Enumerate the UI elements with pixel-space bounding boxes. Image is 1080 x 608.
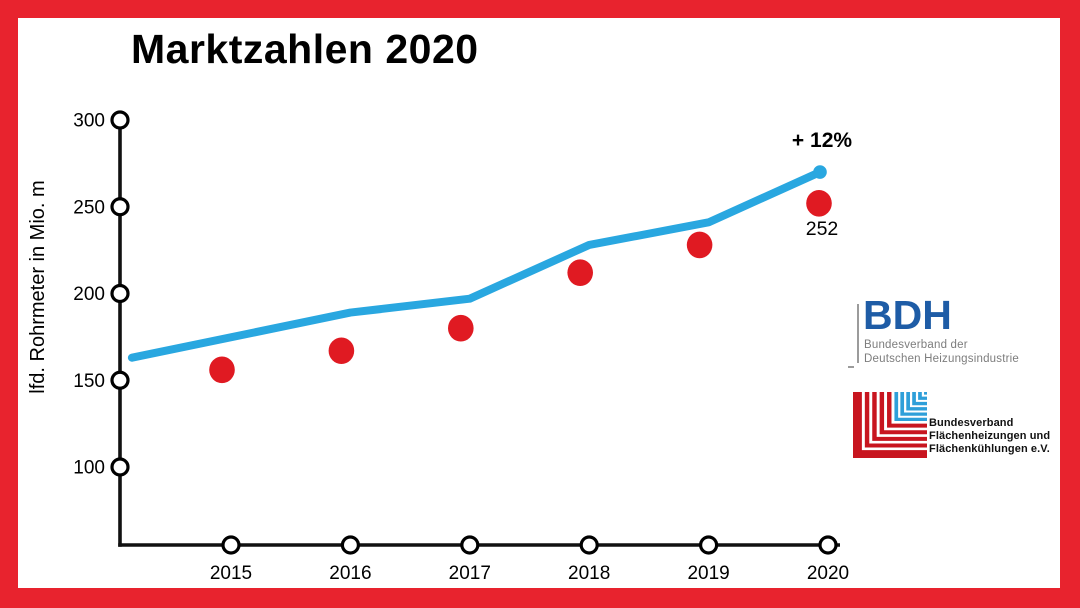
bvf-logo: Bundesverband Flächenheizungen und Fläch… [853, 390, 1053, 462]
bdh-logo-divider [857, 304, 859, 363]
bdh-logo-dash [848, 366, 854, 368]
bdh-logo-abbr: BDH [863, 292, 952, 338]
page-title: Marktzahlen 2020 [131, 26, 479, 72]
bvf-logo-text: Bundesverband Flächenheizungen und Fläch… [929, 417, 1050, 456]
bdh-logo-subtitle: Bundesverband der Deutschen Heizungsindu… [864, 338, 1019, 366]
bvf-logo-text-line1: Bundesverband [929, 417, 1014, 429]
bvf-logo-mark-icon [853, 392, 927, 458]
bvf-logo-text-line3: Flächenkühlungen e.V. [929, 443, 1050, 455]
bvf-logo-text-line2: Flächenheizungen und [929, 430, 1051, 442]
bdh-logo: BDH Bundesverband der Deutschen Heizungs… [846, 293, 1060, 375]
growth-annotation: + 12% [791, 129, 853, 152]
bdh-logo-subtitle-line1: Bundesverband der [864, 339, 968, 351]
y-axis-label: lfd. Rohrmeter in Mio. m [27, 180, 49, 394]
bdh-logo-subtitle-line2: Deutschen Heizungsindustrie [864, 353, 1019, 365]
value-label-2020: 252 [805, 218, 839, 240]
